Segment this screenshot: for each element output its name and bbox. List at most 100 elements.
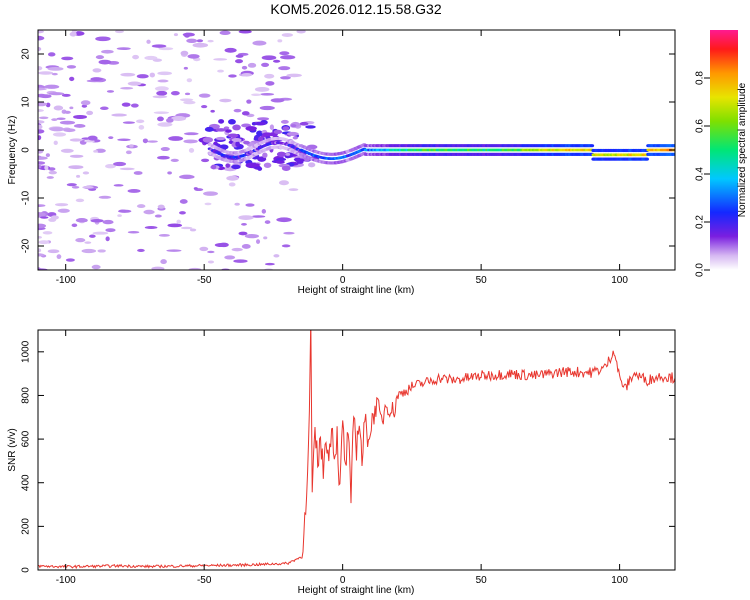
- spectrogram-cell: [166, 249, 182, 252]
- spectrogram-cell: [278, 66, 291, 71]
- spectrogram-cell: [256, 130, 264, 137]
- spectrogram-cell: [283, 231, 295, 235]
- colorbar-tick-label: 0.4: [695, 167, 706, 181]
- spectrogram-y-tick-label: -10: [21, 190, 32, 205]
- spectrogram-cell: [38, 102, 48, 107]
- spectrogram-cell: [213, 58, 228, 61]
- spectrogram-cell: [257, 166, 263, 171]
- spectrogram-cell: [219, 144, 229, 150]
- spectrogram-cell: [117, 214, 122, 217]
- spectrogram-cell: [38, 223, 47, 229]
- spectrogram-cell: [91, 264, 101, 270]
- spectrogram-cell: [61, 56, 74, 61]
- spectrogram-cell: [136, 74, 149, 79]
- spectrogram-cell: [39, 94, 52, 99]
- spectrogram-cell: [189, 228, 197, 232]
- spectrogram-cell: [232, 124, 241, 131]
- spectrogram-cell: [281, 165, 291, 171]
- spectrogram-cell: [38, 109, 44, 112]
- spectrogram-cell: [80, 100, 91, 106]
- spectrogram-cell: [187, 54, 200, 59]
- spectrogram-cell: [56, 117, 66, 121]
- spectrogram-cell: [204, 202, 212, 206]
- spectrogram-cell: [231, 138, 242, 142]
- colorbar-label: Normalized spectral amplitude: [737, 82, 748, 217]
- spectrogram-heatmap: [38, 30, 675, 270]
- spectrogram-cell: [261, 209, 267, 214]
- spectrogram-cell: [38, 116, 49, 120]
- spectrogram-cell: [238, 215, 254, 220]
- spectrogram-cell: [183, 66, 188, 70]
- spectrogram-cell: [264, 262, 275, 266]
- spectrogram-cell: [146, 39, 151, 44]
- spectrogram-cell: [157, 204, 165, 209]
- spectrogram-cell: [270, 98, 285, 103]
- spectrogram-cell: [102, 219, 114, 225]
- spectrogram-cell: [130, 103, 139, 108]
- spectrogram-cell: [199, 246, 209, 252]
- spectrogram-cell: [241, 111, 250, 116]
- spectrogram-cell: [179, 174, 195, 180]
- spectrogram-cell: [157, 155, 170, 160]
- spectrogram-cell: [86, 110, 94, 116]
- spectrogram-cell: [235, 54, 244, 58]
- spectrogram-cell: [186, 38, 198, 43]
- spectrogram-cell: [122, 121, 136, 124]
- spectrogram-cell: [290, 124, 297, 128]
- spectrogram-cell: [218, 242, 229, 248]
- spectrogram-cell: [217, 69, 224, 73]
- spectrogram-cell: [114, 30, 124, 34]
- spectrogram-cell: [183, 132, 199, 136]
- spectrogram-cell: [55, 203, 69, 207]
- spectrogram-cell: [286, 73, 302, 78]
- spectrogram-cell: [47, 52, 56, 57]
- spectrogram-cell: [50, 215, 59, 220]
- snr-y-tick-label: 400: [21, 474, 32, 491]
- spectrogram-cell: [132, 54, 139, 60]
- spectrogram-cell: [68, 165, 84, 170]
- spectrogram-cell: [151, 44, 167, 48]
- spectrogram-cell: [245, 162, 258, 169]
- spectrogram-cell: [137, 248, 145, 253]
- spectrogram-cell: [38, 248, 42, 253]
- spectrogram-cell: [292, 136, 298, 140]
- spectrogram-cell: [38, 240, 50, 245]
- spectrogram-cell: [40, 216, 49, 219]
- spectrogram-cell: [38, 253, 45, 257]
- spectrogram-y-tick-label: 0: [21, 147, 32, 153]
- spectrogram-cell: [48, 170, 57, 175]
- spectrogram-cell: [120, 87, 134, 90]
- spectrogram-cell: [113, 161, 127, 167]
- spectrogram-cell: [38, 129, 45, 134]
- spectrogram-cell: [81, 248, 97, 254]
- spectrogram-cell: [52, 132, 67, 137]
- spectrogram-cell: [47, 249, 60, 254]
- spectrogram-cell: [198, 93, 211, 98]
- spectrogram-cell: [179, 199, 188, 204]
- spectrogram-cell: [254, 86, 270, 92]
- snr-x-tick-label: 50: [476, 575, 488, 586]
- spectrogram-cell: [69, 138, 83, 142]
- spectrogram-cell: [97, 249, 106, 253]
- spectrogram-cell: [672, 144, 675, 148]
- spectrogram-cell: [61, 93, 71, 97]
- colorbar-tick-label: 0.0: [695, 263, 706, 277]
- spectrogram-cell: [157, 122, 173, 127]
- spectrogram-cell: [82, 171, 90, 175]
- spectrogram-cell: [51, 118, 58, 121]
- spectrogram-cell: [241, 65, 248, 70]
- spectrogram-cell: [224, 255, 236, 260]
- snr-y-axis-label: SNR (v/v): [7, 428, 18, 471]
- spectrogram-cell: [69, 154, 84, 158]
- spectrogram-cell: [138, 125, 145, 130]
- spectrogram-cell: [231, 164, 241, 170]
- spectrogram-cell: [66, 65, 77, 69]
- spectrogram-cell: [261, 55, 277, 61]
- spectrogram-y-tick-label: 20: [21, 48, 32, 60]
- spectrogram-cell: [269, 124, 275, 130]
- spectrogram-cell: [277, 39, 283, 43]
- spectrogram-cell: [265, 81, 275, 86]
- spectrogram-cell: [218, 119, 225, 124]
- spectrogram-cell: [45, 102, 51, 108]
- spectrogram-cell: [99, 106, 109, 111]
